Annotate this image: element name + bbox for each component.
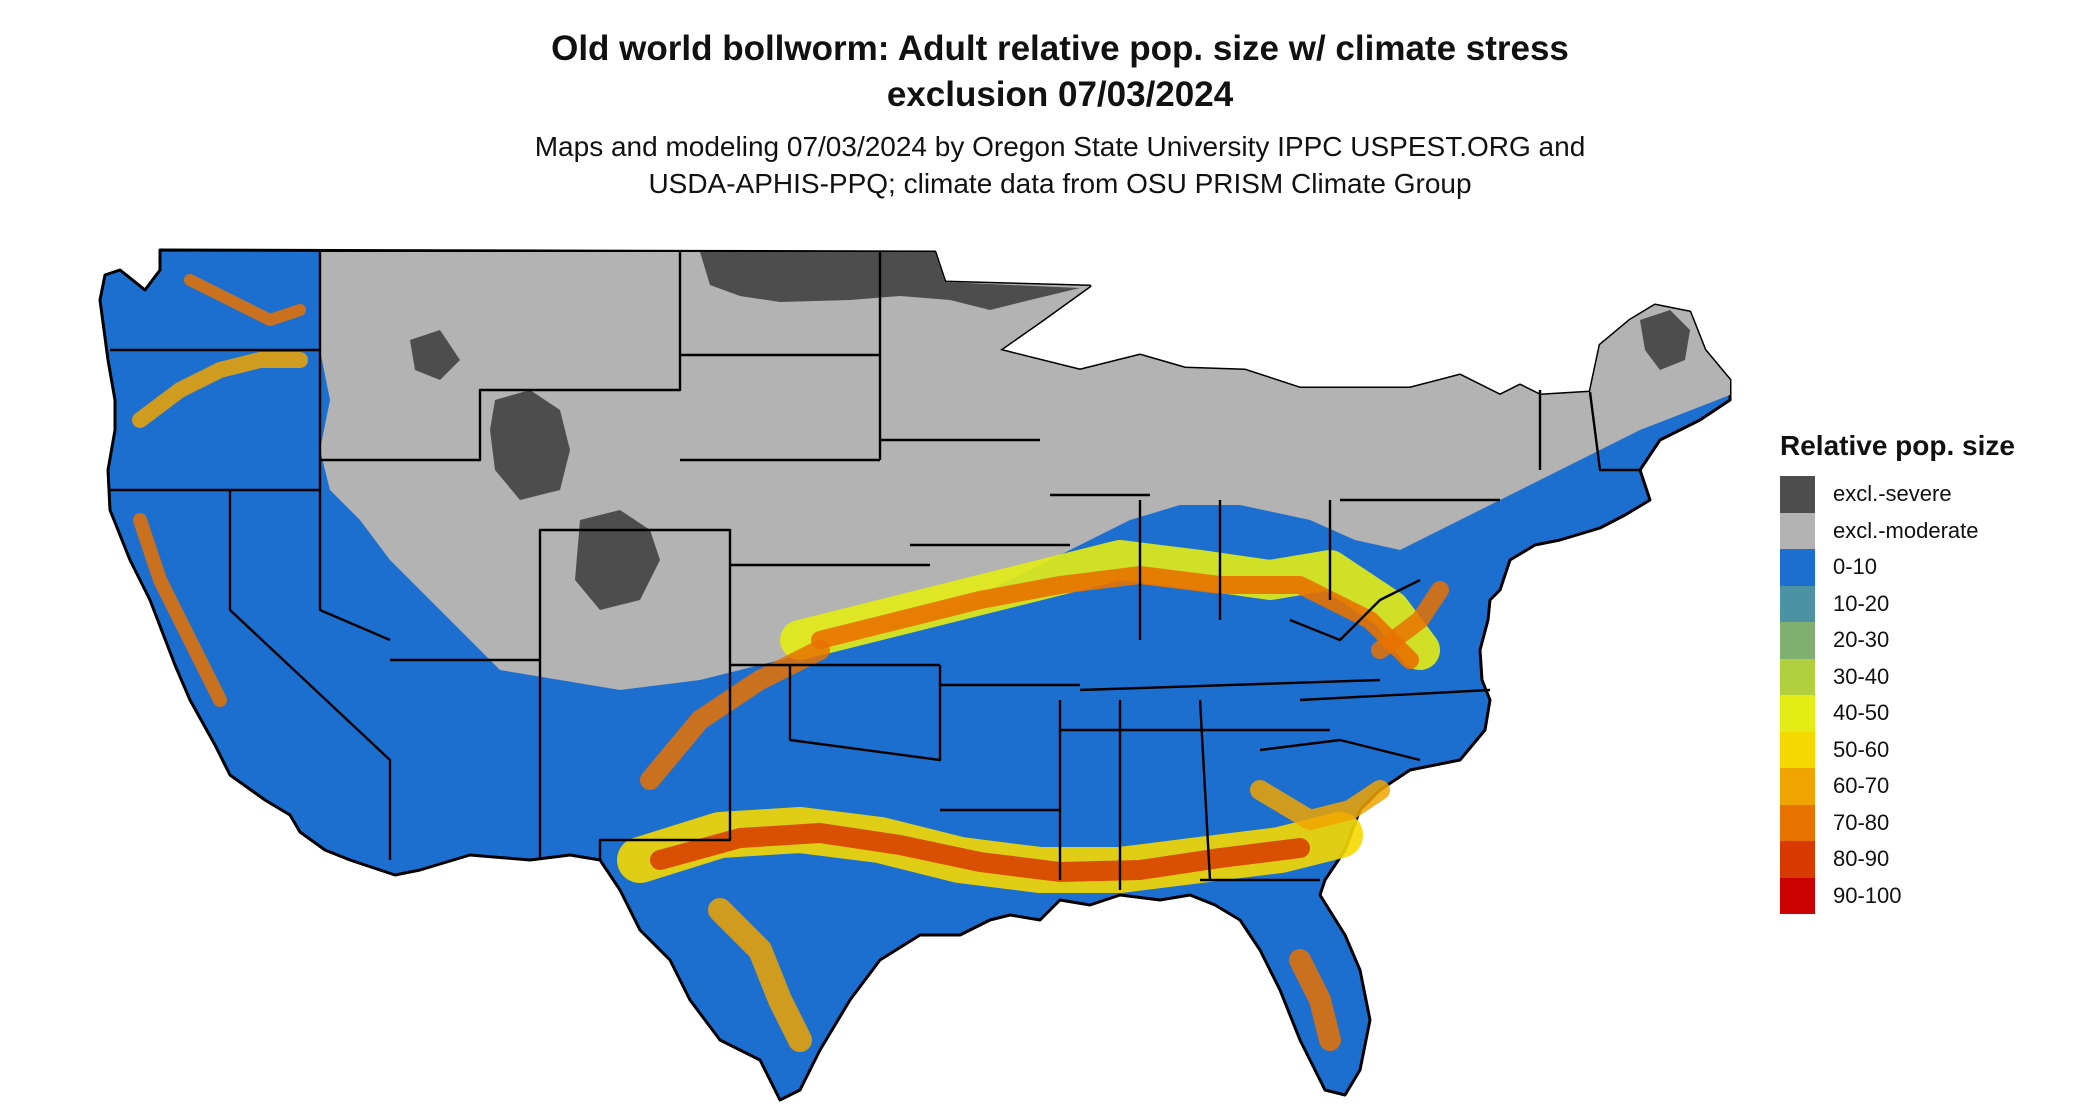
border-tn-ky <box>1079 678 1381 692</box>
border-ca-nv <box>228 490 392 860</box>
legend-swatch <box>1780 841 1815 878</box>
legend-item: 50-60 <box>1780 731 2015 768</box>
band-pacific-northwest <box>132 352 308 428</box>
legend-label: 90-100 <box>1833 882 1902 908</box>
legend-swatch <box>1780 585 1815 622</box>
border-ok-tx <box>788 665 942 762</box>
border-ut-az-co <box>390 528 732 662</box>
legend-label: 70-80 <box>1833 809 1890 835</box>
band-south-texas <box>708 898 812 1052</box>
legend-items: excl.-severe excl.-moderate 0-10 10-20 20-30… <box>1780 476 2015 914</box>
legend-swatch <box>1780 768 1815 805</box>
border-nc-sc <box>1259 738 1421 762</box>
subtitle-line-1: Maps and modeling 07/03/2024 by Oregon S… <box>534 131 1586 162</box>
legend-swatch <box>1780 658 1815 695</box>
legend-label: 30-40 <box>1833 663 1890 689</box>
band-california <box>133 513 227 707</box>
severe-patch-montana <box>410 330 460 380</box>
legend-label: 10-20 <box>1833 590 1890 616</box>
title-line-2: exclusion 07/03/2024 <box>886 75 1234 114</box>
border-id-mt-wy <box>320 252 682 462</box>
legend-item: 90-100 <box>1780 877 2015 914</box>
legend-item: 80-90 <box>1780 841 2015 878</box>
legend-swatch <box>1780 695 1815 732</box>
severe-patch-north-dakota <box>700 252 1080 310</box>
legend-item: 20-30 <box>1780 622 2015 659</box>
state-boundaries <box>108 252 1640 890</box>
severe-patch-colorado <box>575 510 660 610</box>
exclusion-moderate-north <box>320 252 1730 690</box>
legend: Relative pop. size excl.-severe excl.-mod… <box>1780 430 2015 914</box>
legend-title: Relative pop. size <box>1780 430 2015 461</box>
legend-swatch <box>1780 622 1815 659</box>
band-washington <box>184 274 306 326</box>
legend-item: 40-50 <box>1780 695 2015 732</box>
exclusion-severe-patches <box>410 252 1690 610</box>
legend-item: 30-40 <box>1780 658 2015 695</box>
legend-label: 20-30 <box>1833 627 1890 653</box>
legend-swatch <box>1780 549 1815 586</box>
legend-swatch <box>1780 731 1815 768</box>
legend-label: 80-90 <box>1833 846 1890 872</box>
band-gulf-core <box>650 823 1310 882</box>
legend-item: excl.-moderate <box>1780 512 2015 549</box>
border-nv-ut <box>318 490 391 642</box>
severe-patch-wyoming <box>490 390 570 500</box>
map-title: Old world bollworm: Adult relative pop. … <box>280 26 1840 118</box>
border-ky-wv <box>1289 578 1421 642</box>
legend-swatch <box>1780 804 1815 841</box>
legend-label: excl.-moderate <box>1833 517 1979 543</box>
band-carolinas <box>1250 780 1390 830</box>
border-new-england <box>1588 391 1640 472</box>
legend-item: excl.-severe <box>1780 476 2015 513</box>
border-nm-tx <box>598 660 732 860</box>
legend-label: 0-10 <box>1833 554 1878 580</box>
legend-label: excl.-severe <box>1833 481 1952 507</box>
title-line-1: Old world bollworm: Adult relative pop. … <box>551 29 1569 68</box>
legend-swatch <box>1780 877 1815 914</box>
map-subtitle: Maps and modeling 07/03/2024 by Oregon S… <box>280 128 1840 202</box>
severe-patch-maine <box>1640 310 1690 370</box>
legend-item: 60-70 <box>1780 768 2015 805</box>
border-va-nc <box>1299 688 1491 702</box>
band-virginia <box>1371 581 1449 659</box>
legend-label: 40-50 <box>1833 700 1890 726</box>
legend-item: 0-10 <box>1780 549 2015 586</box>
legend-item: 70-80 <box>1780 804 2015 841</box>
legend-item: 10-20 <box>1780 585 2015 622</box>
legend-swatch <box>1780 476 1815 513</box>
legend-label: 50-60 <box>1833 736 1890 762</box>
band-florida <box>1289 949 1341 1051</box>
us-map <box>98 248 1732 1102</box>
legend-swatch <box>1780 512 1815 549</box>
subtitle-line-2: USDA-APHIS-PPQ; climate data from OSU PR… <box>648 168 1472 199</box>
legend-label: 60-70 <box>1833 773 1890 799</box>
